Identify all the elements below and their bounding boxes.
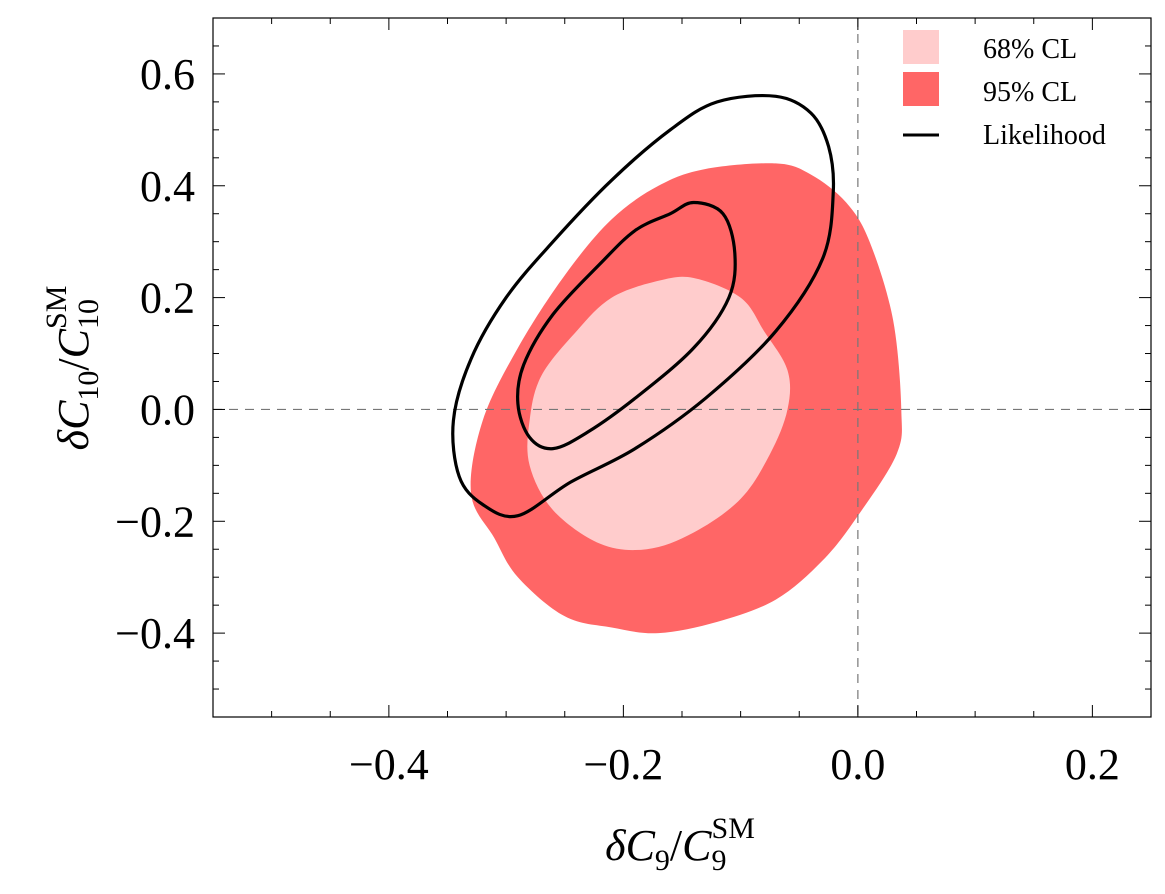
likelihood-contour-outer — [451, 93, 836, 519]
reference-lines — [213, 18, 1151, 717]
x-tick-label: 0.2 — [1065, 740, 1120, 789]
x-axis-symbol: C — [626, 821, 656, 870]
y-tick-label: 0.6 — [140, 50, 195, 99]
legend-swatch-68 — [903, 30, 939, 64]
x-axis-slash: / — [670, 821, 683, 870]
x-axis-delta: δ — [605, 821, 627, 870]
legend-swatch-95 — [903, 72, 939, 106]
x-tick-label: −0.4 — [349, 740, 429, 789]
data-layer — [470, 163, 902, 634]
legend-label-likelihood: Likelihood — [983, 120, 1106, 151]
x-tick-label: −0.2 — [583, 740, 663, 789]
legend: 68% CL 95% CL Likelihood — [903, 30, 1106, 151]
x-axis-sub: 9 — [655, 844, 670, 877]
x-axis-denominator-sub: 9 — [712, 844, 727, 877]
x-axis-denominator: C — [682, 821, 712, 870]
y-axis-sub: 10 — [72, 371, 105, 401]
y-axis-symbol: C — [49, 400, 98, 430]
y-tick-label: 0.2 — [140, 274, 195, 323]
x-axis-title: δC9/C9SM — [605, 812, 755, 877]
y-axis-title: δC10/C10SM — [40, 286, 105, 451]
likelihood-contour-inner — [515, 200, 737, 451]
y-tick-label: 0.0 — [140, 385, 195, 434]
x-axis-sup: SM — [712, 812, 755, 845]
y-tick-label: −0.2 — [115, 497, 195, 546]
y-axis-slash: / — [49, 358, 98, 371]
y-tick-label: −0.4 — [115, 609, 195, 658]
axis-ticks: −0.4 −0.2 0.0 0.2 −0.4 −0.2 0.0 0.2 0.4 0.6 — [115, 17, 1152, 789]
y-axis-sup: SM — [40, 286, 73, 329]
y-tick-label: 0.4 — [140, 162, 195, 211]
likelihood-contours — [451, 93, 836, 519]
legend-label-68: 68% CL — [983, 34, 1077, 65]
y-axis-denominator-sub: 10 — [72, 299, 105, 329]
legend-label-95: 95% CL — [983, 77, 1077, 108]
x-tick-label: 0.0 — [830, 740, 885, 789]
y-axis-denominator: C — [49, 328, 98, 358]
region-68-cl — [527, 276, 791, 551]
y-axis-delta: δ — [49, 428, 98, 450]
